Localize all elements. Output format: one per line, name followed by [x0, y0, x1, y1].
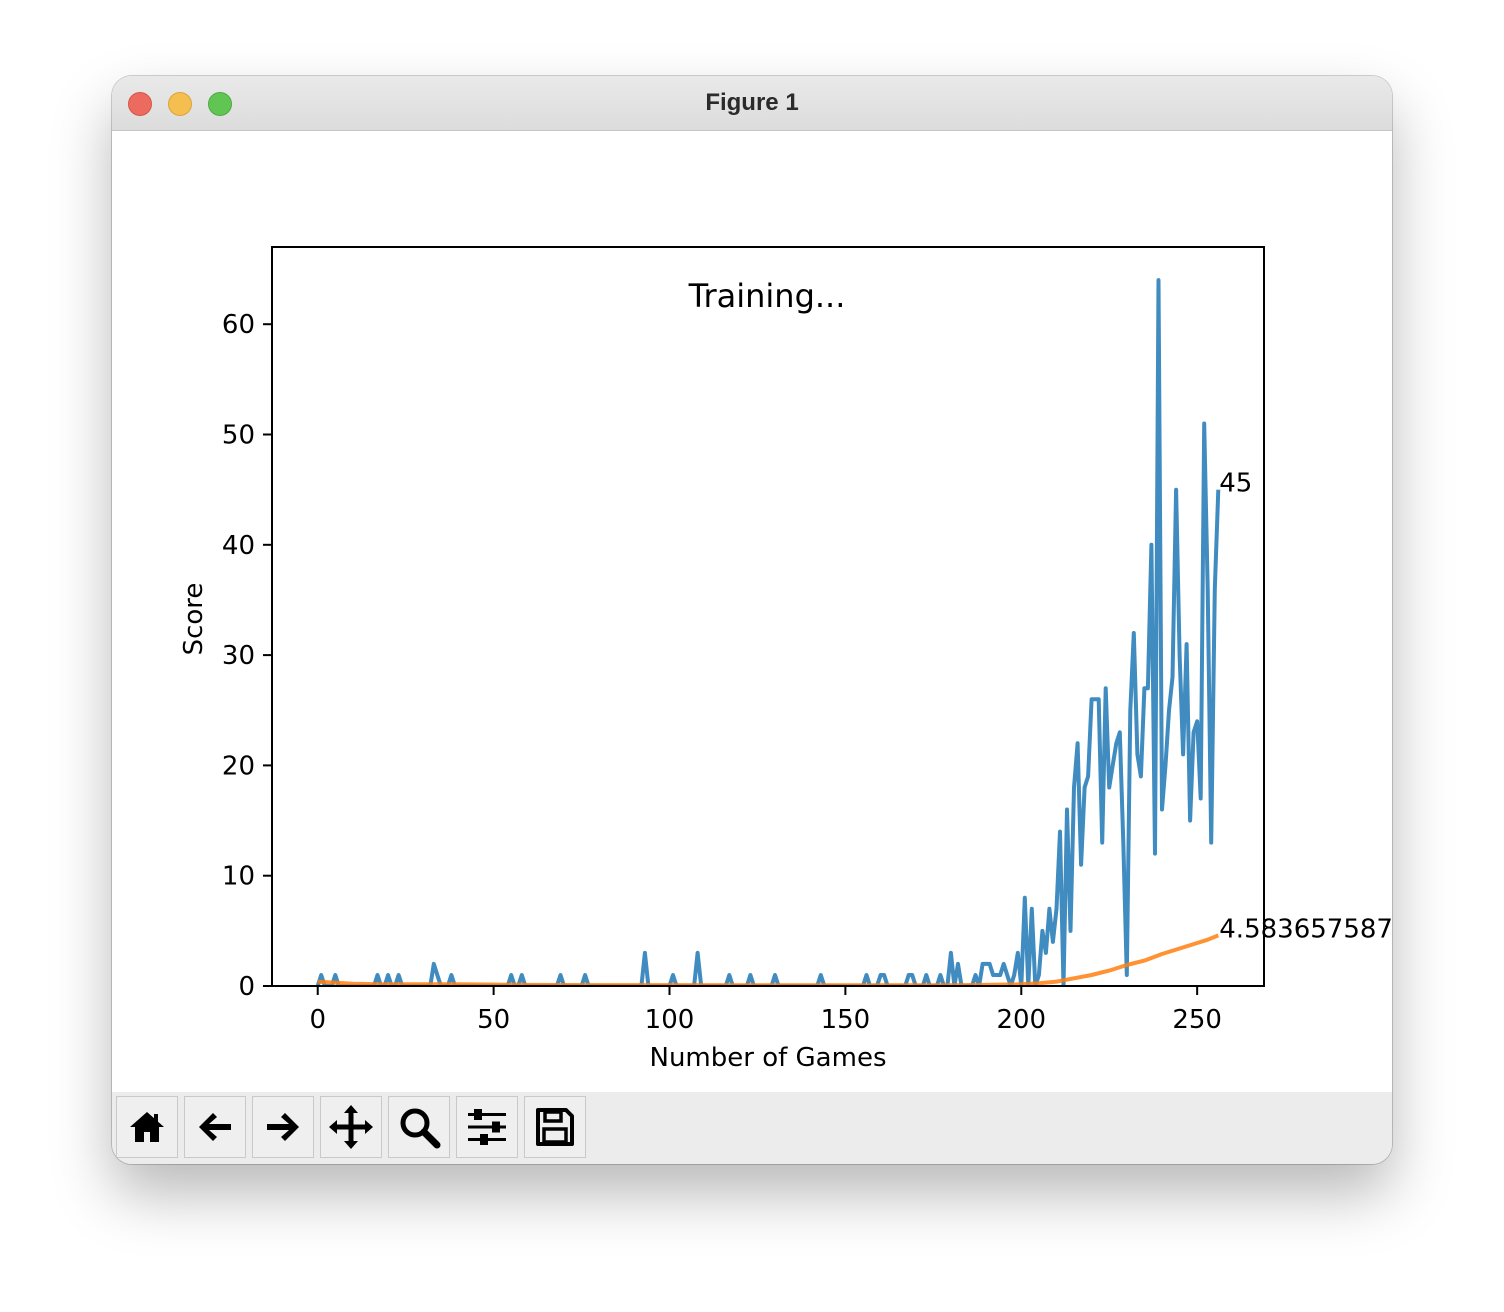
close-window-button[interactable]	[128, 92, 152, 116]
x-axis-label: Number of Games	[650, 1043, 887, 1073]
zoom-button[interactable]	[388, 1096, 450, 1158]
series-line-1	[315, 278, 1221, 986]
title-bar[interactable]: Figure 1	[112, 76, 1392, 131]
move-icon	[329, 1105, 373, 1149]
chart-title: Training...	[688, 277, 846, 315]
save-button[interactable]	[524, 1096, 586, 1158]
plot-area-frame	[271, 246, 1265, 987]
training-chart: Training... 0 50 100 150 200 250 0 10 20 30 40 50 60…	[179, 246, 1392, 1073]
figure-canvas[interactable]: Training... 0 50 100 150 200 250 0 10 20 30 40 50 60…	[112, 131, 1392, 1092]
arrow-right-icon	[267, 1113, 299, 1141]
y-tick-label: 10	[222, 862, 255, 892]
figure-window: Figure 1 Training... 0 50 100 150 200 250 0 10 2…	[112, 76, 1392, 1164]
data-annotation: 45	[1219, 469, 1252, 499]
pan-button[interactable]	[320, 1096, 382, 1158]
home-icon	[130, 1112, 164, 1142]
minimize-window-button[interactable]	[168, 92, 192, 116]
zoom-window-button[interactable]	[208, 92, 232, 116]
y-tick-label: 30	[222, 641, 255, 671]
y-tick-label: 20	[222, 751, 255, 781]
x-tick-label: 250	[1172, 1005, 1222, 1035]
sliders-icon	[468, 1109, 506, 1145]
home-button[interactable]	[116, 1096, 178, 1158]
x-tick-label: 50	[477, 1005, 510, 1035]
y-tick-label: 60	[222, 310, 255, 340]
y-tick-label: 0	[238, 972, 255, 1002]
search-icon	[400, 1108, 441, 1149]
x-tick-label: 200	[996, 1005, 1046, 1035]
y-axis-label: Score	[179, 583, 209, 656]
y-tick-label: 40	[222, 531, 255, 561]
y-tick-label: 50	[222, 421, 255, 451]
data-annotation: 4.583657587	[1219, 914, 1392, 944]
floppy-disk-icon	[536, 1108, 574, 1146]
forward-button[interactable]	[252, 1096, 314, 1158]
arrow-left-icon	[199, 1113, 231, 1141]
x-tick-label: 150	[821, 1005, 871, 1035]
x-tick-label: 100	[645, 1005, 695, 1035]
back-button[interactable]	[184, 1096, 246, 1158]
navigation-toolbar	[112, 1092, 1392, 1164]
x-tick-label: 0	[309, 1005, 326, 1035]
series-line-2	[317, 933, 1220, 986]
window-title: Figure 1	[705, 89, 799, 116]
configure-subplots-button[interactable]	[456, 1096, 518, 1158]
